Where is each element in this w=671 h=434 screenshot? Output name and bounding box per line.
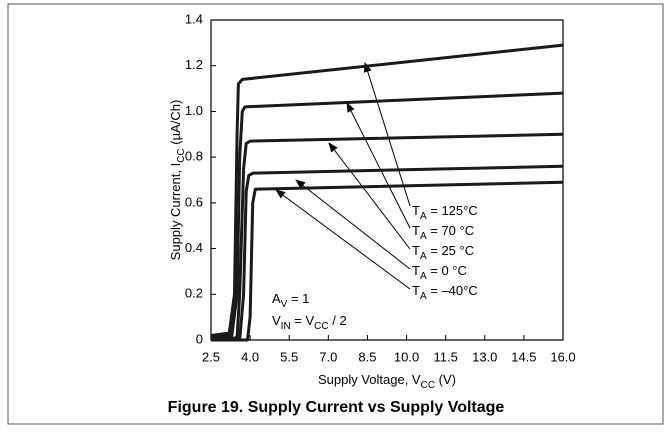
x-tick-label: 13.0 [472, 349, 497, 364]
text-part: T [412, 263, 420, 278]
subscript: CC [176, 148, 187, 162]
text-part: Supply Current, I [168, 163, 183, 261]
x-tick-label: 11.5 [433, 349, 457, 364]
text-part: = 1 [287, 291, 309, 306]
subscript: IN [281, 321, 291, 332]
y-tick-label: 0.8 [185, 149, 203, 164]
y-tick-label: 0.6 [185, 194, 203, 209]
x-tick-label: 16.0 [550, 349, 575, 364]
y-tick-label: 1.2 [185, 57, 203, 72]
subscript: CC [421, 380, 435, 391]
text-part: A [272, 291, 281, 306]
series-line [211, 164, 564, 342]
annotation: AV = 1 [272, 291, 309, 309]
x-tick-label: 8.5 [358, 349, 376, 364]
text-part: = V [291, 313, 315, 328]
text-part: (µA/Ch) [168, 100, 183, 149]
x-tick-label: 14.5 [511, 349, 536, 364]
text-part: (V) [435, 372, 456, 387]
arrow [295, 179, 411, 270]
subscript: CC [314, 321, 328, 332]
text-part: = 25 °C [427, 243, 474, 258]
y-tick-label: 0 [196, 331, 203, 346]
text-part: = –40°C [427, 283, 478, 298]
subscript: A [420, 231, 427, 242]
series-line [211, 180, 564, 342]
text-part: = 70 °C [427, 223, 474, 238]
text-part: / 2 [329, 313, 347, 328]
y-tick-label: 0.4 [185, 240, 203, 255]
text-part: = 125°C [427, 203, 478, 218]
x-tick-label: 5.5 [280, 349, 298, 364]
plot-frame [210, 19, 564, 341]
legend-entry: TA = 25 °C [412, 243, 474, 261]
y-tick-label: 0.2 [185, 286, 203, 301]
arrow [346, 102, 411, 229]
text-part: T [412, 243, 420, 258]
series-line [210, 91, 564, 340]
arrows [275, 62, 411, 290]
text-part: Supply Voltage, V [318, 372, 421, 387]
text-part: = 0 °C [427, 263, 467, 278]
annotation: VIN = VCC / 2 [272, 313, 347, 331]
text-part: T [412, 203, 420, 218]
legend-entry: TA = 70 °C [412, 223, 474, 241]
x-axis-label: Supply Voltage, VCC (V) [318, 372, 456, 390]
subscript: A [420, 291, 427, 302]
y-axis-label: Supply Current, ICC (µA/Ch) [168, 100, 186, 261]
text-part: T [412, 283, 420, 298]
series-line [210, 43, 564, 337]
x-tick-label: 10.0 [394, 349, 419, 364]
arrow [363, 62, 411, 207]
x-tick-label: 7.0 [319, 349, 337, 364]
x-tick-label: 2.5 [202, 349, 220, 364]
y-tick-label: 1.4 [185, 11, 203, 26]
series-line [210, 132, 564, 342]
text-part: V [272, 313, 281, 328]
arrow [328, 142, 411, 250]
subscript: A [420, 211, 427, 222]
legend-entry: TA = –40°C [412, 283, 478, 301]
legend-entry: TA = 0 °C [412, 263, 467, 281]
subscript: A [420, 251, 427, 262]
subscript: V [281, 299, 288, 310]
x-tick-label: 4.0 [241, 349, 259, 364]
text-part: T [412, 223, 420, 238]
subscript: A [420, 271, 427, 282]
arrow [275, 189, 411, 290]
chart-title: Figure 19. Supply Current vs Supply Volt… [168, 399, 505, 416]
y-tick-label: 1.0 [185, 103, 203, 118]
legend-entry: TA = 125°C [412, 203, 478, 221]
figure-frame [7, 3, 664, 425]
